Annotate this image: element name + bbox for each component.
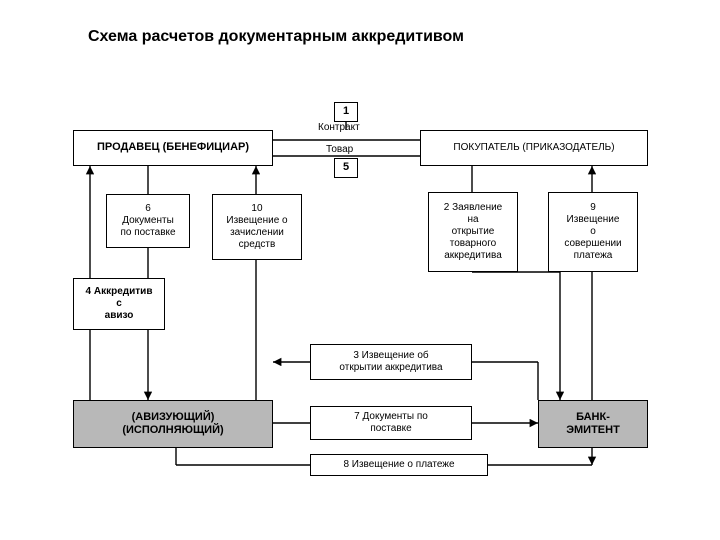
diagram-canvas: Схема расчетов документарным аккредитиво… <box>0 0 720 540</box>
box-n3: 3 Извещение оботкрытии аккредитива <box>310 344 472 380</box>
box-n2: 2 Заявлениенаоткрытиетоварногоаккредитив… <box>428 192 518 272</box>
box-issuer: БАНК-ЭМИТЕНТ <box>538 400 648 448</box>
box-n8: 8 Извещение о платеже <box>310 454 488 476</box>
box-n9: 9Извещениеосовершенииплатежа <box>548 192 638 272</box>
box-n1: 1 <box>334 102 358 122</box>
box-avising: (АВИЗУЮЩИЙ)(ИСПОЛНЯЮЩИЙ) <box>73 400 273 448</box>
box-n6: 6Документыпо поставке <box>106 194 190 248</box>
label-goods: Товар <box>326 144 353 155</box>
diagram-title: Схема расчетов документарным аккредитиво… <box>88 28 464 46</box>
box-n7: 7 Документы попоставке <box>310 406 472 440</box>
label-contract: Контракт <box>318 122 360 133</box>
box-n10: 10Извещение озачислениисредств <box>212 194 302 260</box>
box-n5: 5 <box>334 158 358 178</box>
box-seller: ПРОДАВЕЦ (БЕНЕФИЦИАР) <box>73 130 273 166</box>
box-n4: 4 Аккредитивсавизо <box>73 278 165 330</box>
box-buyer: ПОКУПАТЕЛЬ (ПРИКАЗОДАТЕЛЬ) <box>420 130 648 166</box>
